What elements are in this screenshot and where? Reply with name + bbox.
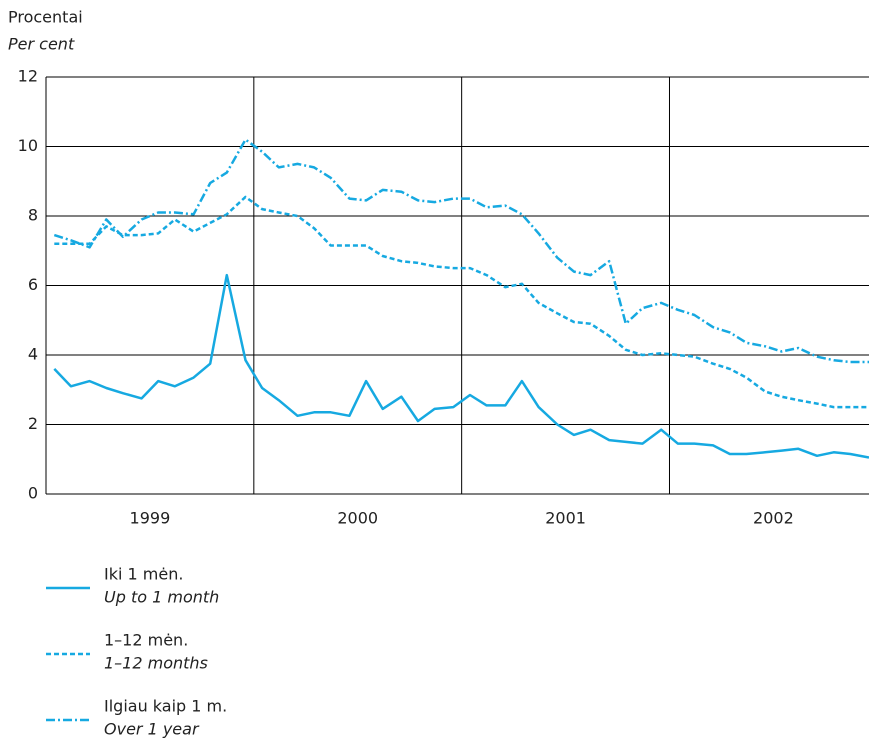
legend-label: 1–12 mėn. <box>104 631 188 650</box>
x-tick-label: 2002 <box>753 509 794 528</box>
y-tick-label: 12 <box>18 67 38 86</box>
x-tick-label: 2001 <box>545 509 586 528</box>
line-series <box>54 195 869 409</box>
y-tick-label: 6 <box>28 275 38 294</box>
y-tick-label: 2 <box>28 414 38 433</box>
y-tick-label: 8 <box>28 206 38 225</box>
y-tick-label: 10 <box>18 136 38 155</box>
legend-label: Ilgiau kaip 1 m. <box>104 697 227 716</box>
y-tick-label: 0 <box>28 484 38 503</box>
line-series <box>53 273 869 459</box>
x-tick-label: 2000 <box>337 509 378 528</box>
legend-label: Iki 1 mėn. <box>104 565 183 584</box>
legend-label-en: Over 1 year <box>104 720 200 739</box>
y-axis-label: Procentai <box>8 8 83 27</box>
line-series <box>53 138 869 364</box>
y-tick-label: 4 <box>28 345 38 364</box>
x-tick-label: 1999 <box>130 509 171 528</box>
y-axis-label-en: Per cent <box>8 35 75 54</box>
legend-label-en: Up to 1 month <box>104 588 219 607</box>
legend-label-en: 1–12 months <box>104 654 208 673</box>
